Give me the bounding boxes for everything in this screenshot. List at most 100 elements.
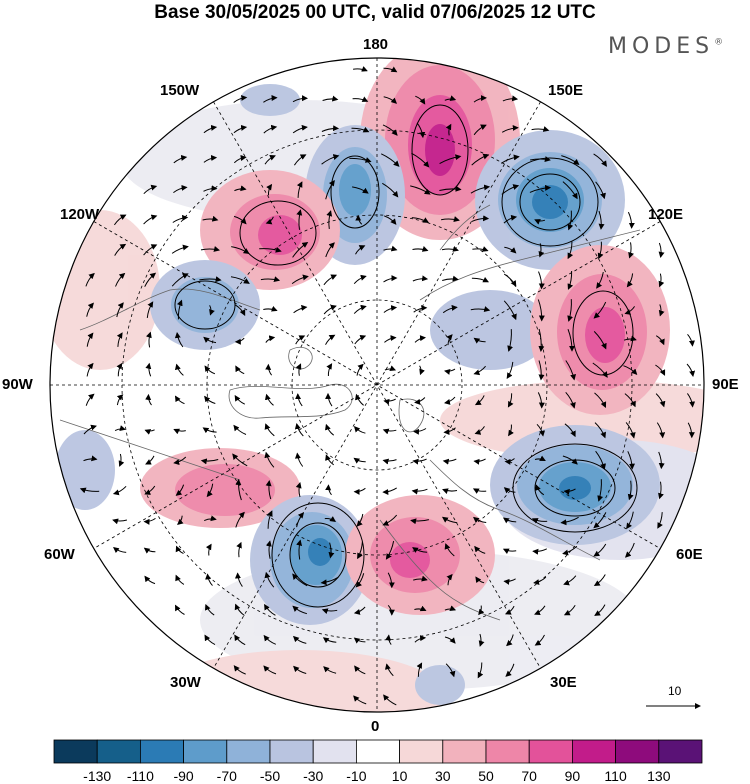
colorbar-tick-label: 50 <box>478 768 494 784</box>
wind-arrow <box>383 96 398 104</box>
colorbar-tick-label: 90 <box>564 768 581 784</box>
wind-arrow <box>445 123 452 136</box>
neg-north-atlantic-center <box>250 495 370 625</box>
wind-arrow <box>293 154 307 166</box>
colorbar-tick-label: 110 <box>604 768 627 784</box>
wind-arrow <box>295 363 302 376</box>
map-disc <box>50 58 704 712</box>
wind-arrow <box>203 515 217 522</box>
lon-label-90w: 90W <box>2 376 33 393</box>
wind-arrow <box>534 605 546 615</box>
wind-arrow <box>502 95 519 102</box>
wind-arrow <box>259 246 282 253</box>
wind-arrow <box>325 454 334 466</box>
coastlines <box>59 204 641 621</box>
pos-central-siberia-center <box>530 245 670 415</box>
wind-arrow <box>175 484 185 496</box>
colorbar-swatch <box>183 739 228 764</box>
wind-arrow <box>175 574 185 585</box>
colorbar-tick-label: -50 <box>259 768 281 784</box>
wind-arrow <box>233 124 248 134</box>
wind-arrow <box>145 331 152 348</box>
wind-vectors <box>79 66 696 706</box>
wind-arrow <box>411 152 430 168</box>
wind-arrow <box>562 181 578 200</box>
wind-arrow <box>597 479 604 502</box>
wind-arrow <box>233 424 247 435</box>
colorbar-tick-label: 10 <box>391 768 408 784</box>
wind-arrow <box>203 185 218 192</box>
wind-arrow <box>174 332 184 348</box>
wind-arrow <box>658 273 665 288</box>
wind-arrow <box>538 328 545 352</box>
wind-arrow <box>292 124 308 134</box>
wind-arrow <box>384 335 397 343</box>
wind-arrow <box>562 545 578 556</box>
neg-small-west <box>55 430 115 510</box>
wind-arrow <box>380 153 400 167</box>
wind-arrow <box>351 126 370 133</box>
wind-arrow <box>655 364 666 376</box>
wind-arrow <box>624 542 635 558</box>
wind-arrow <box>116 362 123 377</box>
neg-canada-center <box>150 260 260 350</box>
wind-arrow <box>323 304 337 315</box>
wind-arrow <box>112 485 127 496</box>
wind-arrow <box>114 425 126 432</box>
wind-arrow <box>441 516 458 524</box>
wind-arrow <box>292 635 307 644</box>
wind-arrow <box>444 95 457 102</box>
wind-arrow <box>474 395 485 406</box>
wind-arrow <box>387 604 395 616</box>
wind-arrow <box>508 424 514 437</box>
contours <box>174 104 638 608</box>
wind-arrow <box>628 242 634 259</box>
page-title: Base 30/05/2025 00 UTC, valid 07/06/2025… <box>154 2 596 23</box>
wind-arrow <box>503 578 516 585</box>
wind-arrow <box>626 511 634 530</box>
wind-arrow <box>624 393 636 408</box>
wind-arrow <box>473 516 487 523</box>
wind-arrow <box>501 124 519 133</box>
wind-arrow <box>412 246 429 252</box>
wind-arrow <box>594 422 606 439</box>
wind-arrow <box>144 575 156 585</box>
colorbar-tick-label: -10 <box>346 768 367 784</box>
wind-arrow <box>265 540 272 559</box>
wind-arrow <box>353 426 366 434</box>
wind-arrow <box>206 483 214 498</box>
wind-arrow <box>470 306 491 312</box>
wind-arrow <box>353 637 366 644</box>
wind-arrow <box>627 480 634 501</box>
colorbar-swatch <box>139 739 184 764</box>
wind-arrow <box>533 576 547 586</box>
wind-arrow <box>597 241 604 260</box>
wind-arrow <box>204 634 216 646</box>
band-pink-south <box>150 650 450 712</box>
wind-arrow <box>325 334 336 345</box>
wind-arrow <box>326 363 333 377</box>
wind-arrow <box>116 332 123 347</box>
colorbar-swatch <box>399 739 444 764</box>
wind-arrow <box>173 184 188 193</box>
wind-arrow <box>203 154 218 163</box>
wind-arrow <box>328 542 335 559</box>
wind-arrow <box>565 360 576 381</box>
wind-arrow <box>325 392 333 407</box>
wind-arrow <box>410 518 430 525</box>
wind-arrow <box>235 511 245 528</box>
wind-arrow <box>204 365 216 375</box>
wind-arrow <box>383 694 397 706</box>
colorbar-swatch <box>226 739 271 764</box>
wind-arrow <box>172 214 189 223</box>
wind-arrow <box>416 662 423 677</box>
wind-arrow <box>594 392 607 409</box>
wind-arrow <box>413 575 428 582</box>
wind-arrow <box>472 246 489 252</box>
wind-arrow <box>86 332 94 347</box>
lon-label-120e: 120E <box>648 206 684 223</box>
neg-small-south <box>415 665 465 705</box>
wind-arrow <box>503 487 516 494</box>
wind-arrow <box>199 276 222 283</box>
wind-arrow <box>325 423 335 436</box>
